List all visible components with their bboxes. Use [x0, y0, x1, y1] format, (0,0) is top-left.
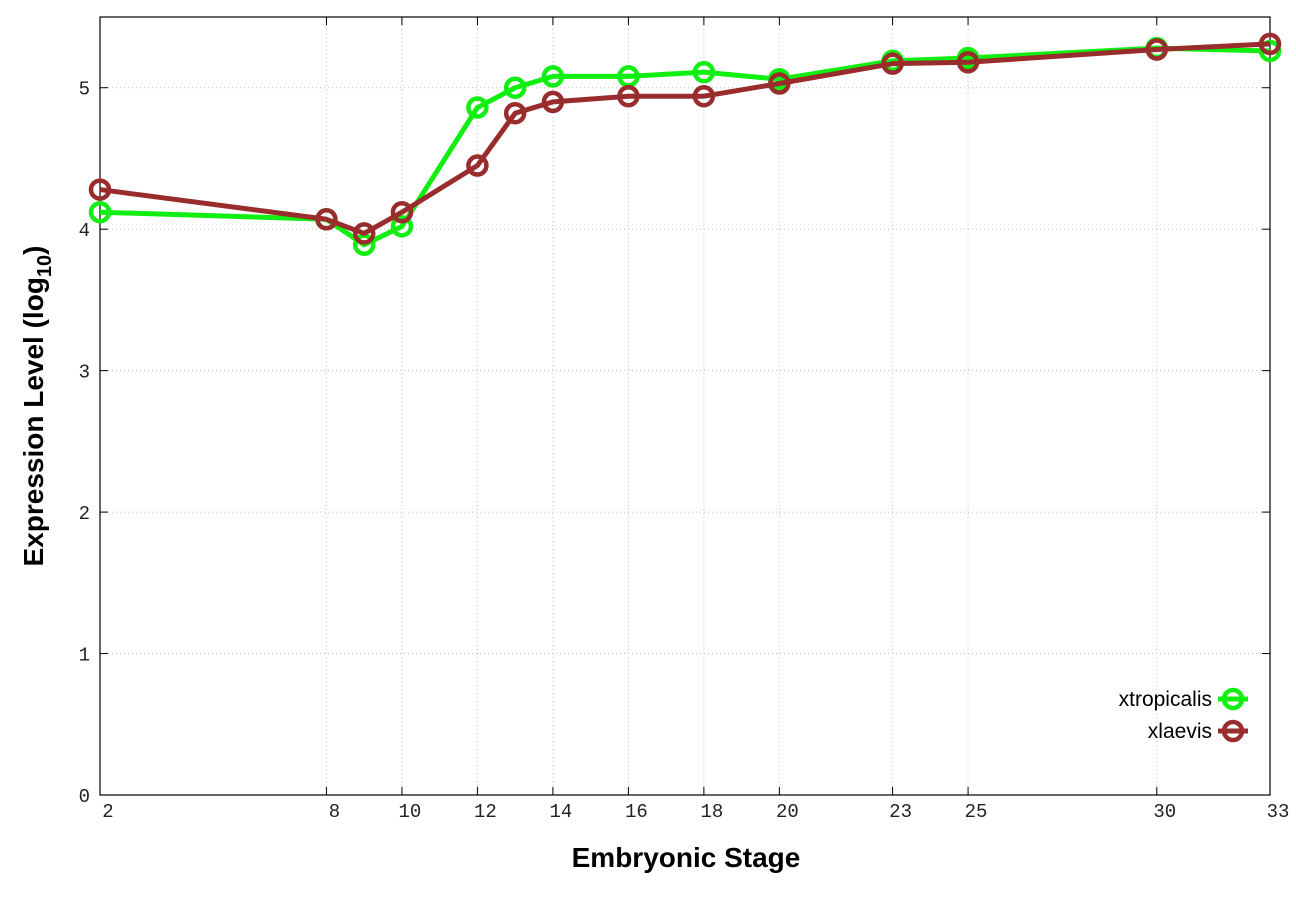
x-tick-label: 2	[102, 801, 113, 823]
point	[503, 101, 527, 125]
y-axis-title: Expression Level (log10)	[18, 246, 56, 567]
y-tick-label: 1	[79, 645, 90, 667]
point	[88, 200, 112, 224]
legend-label: xtropicalis	[1119, 688, 1212, 711]
point	[881, 52, 904, 75]
x-tick-label: 10	[399, 801, 422, 823]
y-tick-label: 0	[79, 786, 90, 808]
legend-label: xlaevis	[1148, 720, 1212, 743]
x-axis-title: Embryonic Stage	[572, 842, 801, 873]
series-line	[99, 45, 1271, 248]
point	[956, 51, 980, 74]
point	[768, 72, 791, 95]
point	[503, 76, 527, 99]
x-tick-label: 12	[474, 801, 497, 823]
point	[617, 84, 640, 108]
y-axis-title-main: Expression Level (log	[18, 277, 49, 566]
point	[315, 208, 338, 231]
y-axis-title-sub: 10	[34, 255, 56, 277]
y-tick-label: 2	[79, 503, 90, 525]
x-tick-label: 30	[1153, 801, 1176, 823]
x-tick-label: 16	[625, 801, 648, 823]
x-tick-label: 8	[329, 801, 340, 823]
x-tick-label: 20	[776, 801, 799, 823]
y-tick-label: 5	[79, 79, 90, 101]
legend-swatch-marker	[1221, 687, 1245, 711]
x-tick-label: 33	[1267, 801, 1290, 823]
y-tick-label: 3	[79, 362, 90, 384]
y-axis-title-end: )	[18, 246, 49, 255]
y-tick-label: 4	[79, 220, 90, 242]
point	[541, 65, 565, 88]
point	[1258, 39, 1282, 63]
point	[466, 96, 489, 119]
point	[390, 200, 414, 224]
point	[1258, 32, 1282, 56]
x-tick-label: 25	[965, 801, 988, 823]
point	[352, 222, 376, 245]
x-tick-label: 18	[700, 801, 723, 823]
x-tick-label: 23	[889, 801, 912, 823]
point	[390, 215, 414, 238]
point	[692, 60, 716, 84]
point	[466, 154, 489, 177]
plot-frame	[99, 16, 1271, 796]
point	[88, 178, 112, 201]
point	[541, 90, 565, 114]
point	[692, 84, 716, 108]
x-tick-label: 14	[549, 801, 572, 823]
legend-swatch-marker	[1221, 719, 1245, 743]
point	[1145, 38, 1169, 61]
